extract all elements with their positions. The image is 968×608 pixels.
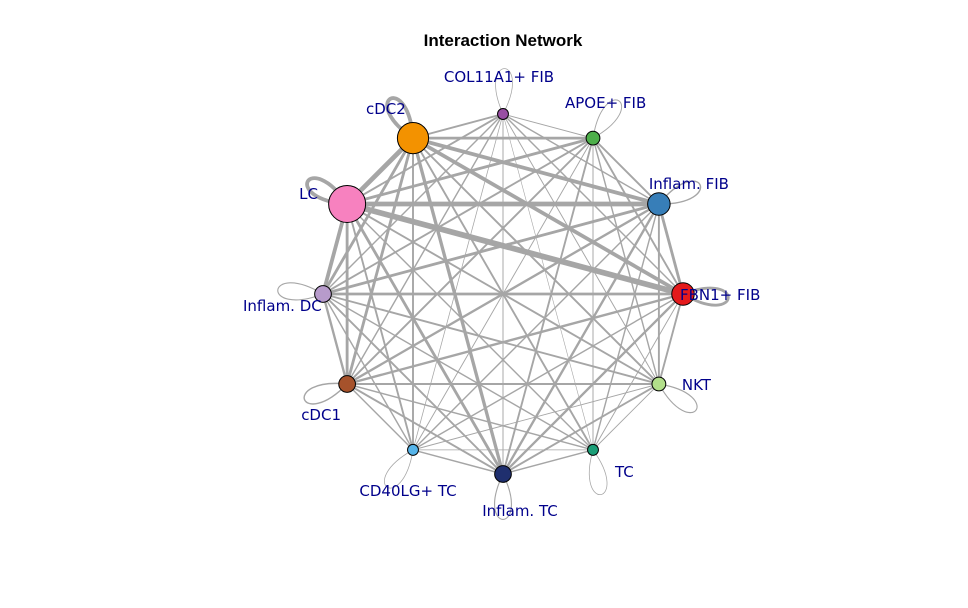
edge-lc-to-cd40lg-tc bbox=[346, 203, 414, 451]
self-loop-tc bbox=[588, 449, 608, 495]
self-loop-apoe-fib bbox=[592, 99, 623, 139]
edge-inflam-fib-to-inflam-dc bbox=[321, 202, 661, 296]
node-label-inflam-dc: Inflam. DC bbox=[243, 297, 322, 315]
edge-fbn1-fib-to-nkt bbox=[657, 293, 684, 385]
self-loop-inflam-tc bbox=[493, 473, 513, 520]
edge-inflam-fib-to-fbn1-fib bbox=[657, 202, 685, 296]
node-label-inflam-fib: Inflam. FIB bbox=[649, 175, 729, 193]
edge-cdc1-to-cd40lg-tc bbox=[346, 383, 414, 451]
node-label-cdc1: cDC1 bbox=[301, 406, 341, 424]
edge-apoe-fib-to-cdc1 bbox=[346, 137, 594, 385]
edge-apoe-fib-to-inflam-tc bbox=[502, 137, 594, 475]
self-loop-col11a1-fib bbox=[495, 68, 513, 115]
edge-inflam-tc-to-nkt bbox=[502, 383, 660, 475]
self-loop-inflam-fib bbox=[658, 180, 702, 205]
self-loop-nkt bbox=[658, 383, 698, 414]
edge-cdc2-to-inflam-dc bbox=[321, 136, 415, 296]
node-cdc1 bbox=[338, 375, 356, 393]
node-cd40lg-tc bbox=[407, 443, 419, 456]
edge-inflam-fib-to-cd40lg-tc bbox=[412, 203, 660, 451]
node-label-tc: TC bbox=[614, 463, 634, 481]
edge-apoe-fib-to-col11a1-fib bbox=[502, 113, 594, 139]
edge-lc-to-fbn1-fib bbox=[344, 201, 686, 297]
edge-inflam-fib-to-inflam-tc bbox=[501, 202, 661, 476]
self-loop-fbn1-fib bbox=[682, 286, 730, 307]
node-label-lc: LC bbox=[299, 185, 318, 203]
edge-cdc2-to-inflam-fib bbox=[411, 136, 661, 206]
node-label-inflam-tc: Inflam. TC bbox=[482, 502, 557, 520]
edge-cdc2-to-fbn1-fib bbox=[411, 136, 685, 296]
edge-cdc1-to-inflam-tc bbox=[346, 383, 504, 475]
edge-nkt-to-tc bbox=[592, 383, 660, 451]
self-loop-lc bbox=[305, 176, 349, 206]
node-label-nkt: NKT bbox=[682, 376, 712, 394]
self-loop-cd40lg-tc bbox=[384, 449, 414, 489]
edge-apoe-fib-to-inflam-dc bbox=[322, 137, 594, 295]
node-inflam-dc bbox=[314, 285, 332, 303]
node-label-cdc2: cDC2 bbox=[366, 100, 406, 118]
edge-inflam-fib-to-col11a1-fib bbox=[502, 113, 660, 205]
node-label-cd40lg-tc: CD40LG+ TC bbox=[359, 482, 456, 500]
node-tc bbox=[587, 443, 599, 456]
node-apoe-fib bbox=[585, 130, 601, 146]
edge-cdc2-to-cdc1 bbox=[345, 136, 415, 386]
node-fbn1-fib bbox=[671, 282, 695, 306]
node-label-apoe-fib: APOE+ FIB bbox=[565, 94, 646, 112]
self-loop-layer bbox=[277, 68, 730, 520]
node-nkt bbox=[651, 376, 667, 392]
edge-fbn1-fib-to-inflam-tc bbox=[501, 292, 685, 476]
edge-layer bbox=[321, 113, 686, 476]
edge-inflam-dc-to-nkt bbox=[322, 293, 660, 385]
edge-inflam-fib-to-apoe-fib bbox=[592, 137, 660, 205]
node-layer bbox=[314, 108, 695, 483]
node-col11a1-fib bbox=[497, 108, 509, 120]
edge-inflam-dc-to-tc bbox=[322, 293, 594, 451]
edge-fbn1-fib-to-cdc1 bbox=[345, 292, 685, 386]
node-inflam-fib bbox=[647, 192, 671, 216]
edge-inflam-dc-to-cdc1 bbox=[321, 292, 349, 386]
label-layer: COL11A1+ FIB APOE+ FIB Inflam. FIB FBN1+ FI… bbox=[243, 68, 760, 520]
node-inflam-tc bbox=[494, 465, 512, 483]
self-loop-cdc2 bbox=[385, 96, 415, 140]
node-label-fbn1-fib: FBN1+ FIB bbox=[680, 286, 760, 304]
edge-inflam-tc-to-tc bbox=[502, 449, 594, 475]
diagram-title: Interaction Network bbox=[424, 31, 583, 50]
node-lc bbox=[328, 185, 367, 223]
edge-lc-to-tc bbox=[346, 203, 594, 451]
edge-inflam-tc-to-cd40lg-tc bbox=[412, 449, 504, 475]
self-loop-inflam-dc bbox=[277, 282, 324, 301]
edge-cdc2-to-inflam-tc bbox=[411, 136, 505, 476]
edge-col11a1-fib-to-cd40lg-tc bbox=[412, 113, 504, 451]
edge-lc-to-inflam-tc bbox=[345, 202, 505, 476]
node-label-col11a1-fib: COL11A1+ FIB bbox=[444, 68, 554, 86]
node-cdc2 bbox=[396, 122, 430, 155]
edge-cdc2-to-nkt bbox=[412, 137, 660, 385]
edge-col11a1-fib-to-tc bbox=[502, 113, 594, 451]
self-loop-cdc1 bbox=[303, 382, 348, 405]
